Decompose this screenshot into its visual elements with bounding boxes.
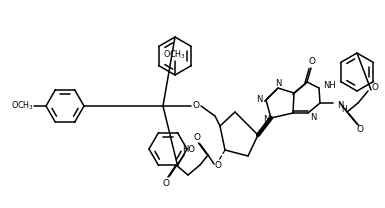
Text: O: O (192, 102, 199, 110)
Text: O: O (214, 161, 221, 171)
Text: OCH$_3$: OCH$_3$ (12, 100, 35, 112)
Text: HO: HO (182, 145, 195, 154)
Text: N: N (337, 100, 343, 109)
Text: O: O (357, 125, 363, 135)
Text: N: N (275, 78, 281, 88)
Text: N: N (310, 113, 316, 121)
Text: OCH$_3$: OCH$_3$ (163, 49, 187, 61)
Text: NH: NH (323, 80, 336, 89)
Text: N: N (256, 95, 262, 104)
Text: O: O (162, 178, 169, 187)
Text: H: H (341, 105, 347, 114)
Text: N: N (263, 115, 269, 125)
Text: O: O (194, 134, 201, 142)
Text: O: O (308, 57, 315, 67)
Text: O: O (372, 83, 379, 93)
